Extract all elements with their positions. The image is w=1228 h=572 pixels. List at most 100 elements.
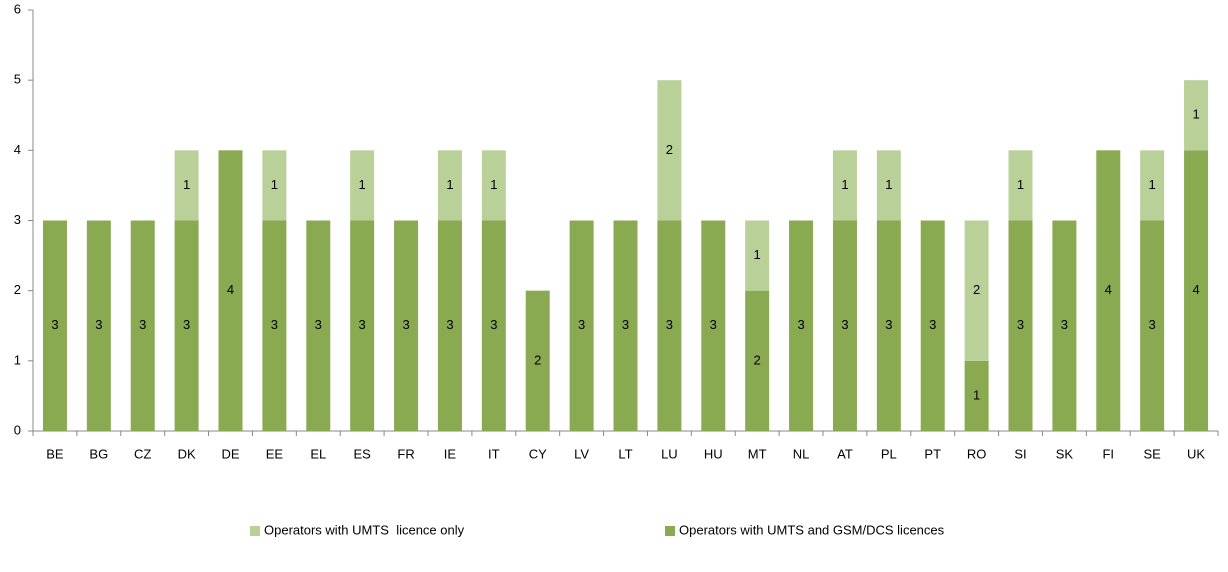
x-tick-label: ES <box>353 446 371 461</box>
y-tick-label: 5 <box>14 72 21 87</box>
bar-segment <box>876 150 901 221</box>
data-label: 3 <box>183 317 190 332</box>
x-tick-label: PT <box>924 446 941 461</box>
x-tick-label: DE <box>221 446 239 461</box>
x-tick-label: LV <box>574 446 589 461</box>
data-label: 1 <box>446 177 453 192</box>
x-tick-label: IT <box>488 446 500 461</box>
x-tick-label: UK <box>1187 446 1205 461</box>
bar-segment <box>964 220 989 361</box>
bar-segment <box>350 150 375 221</box>
data-label: 3 <box>622 317 629 332</box>
data-label: 1 <box>271 177 278 192</box>
data-label: 1 <box>1192 107 1199 122</box>
x-tick-label: EL <box>310 446 326 461</box>
bar-segment <box>1140 220 1165 431</box>
x-tick-label: CY <box>529 446 547 461</box>
data-label: 1 <box>490 177 497 192</box>
data-label: 4 <box>1105 282 1112 297</box>
data-label: 1 <box>1149 177 1156 192</box>
bar-segment <box>569 220 594 431</box>
bar-segment <box>1008 220 1033 431</box>
y-tick-label: 2 <box>14 282 21 297</box>
bar-segment <box>657 80 682 221</box>
data-label: 1 <box>885 177 892 192</box>
bar-segment <box>394 220 419 431</box>
bar-segment <box>701 220 726 431</box>
x-tick-label: SI <box>1014 446 1026 461</box>
bar-segment <box>832 220 857 431</box>
bar-segment <box>832 150 857 221</box>
data-label: 3 <box>1017 317 1024 332</box>
data-label: 2 <box>666 142 673 157</box>
y-tick-label: 6 <box>14 1 21 16</box>
bar-segment <box>174 220 199 431</box>
bar-segment <box>1052 220 1077 431</box>
data-label: 1 <box>841 177 848 192</box>
data-label: 1 <box>359 177 366 192</box>
x-tick-label: IE <box>444 446 457 461</box>
data-label: 3 <box>797 317 804 332</box>
data-label: 3 <box>885 317 892 332</box>
data-label: 3 <box>1149 317 1156 332</box>
bar-segment <box>1096 150 1121 432</box>
data-label: 3 <box>578 317 585 332</box>
x-tick-label: AT <box>837 446 853 461</box>
data-label: 3 <box>446 317 453 332</box>
legend-swatch <box>250 526 260 536</box>
bar-segment <box>1184 150 1209 432</box>
x-tick-label: CZ <box>134 446 151 461</box>
data-label: 3 <box>929 317 936 332</box>
legend-label: Operators with UMTS and GSM/DCS licences <box>679 522 945 537</box>
bar-segment <box>86 220 111 431</box>
bar-segment <box>1140 150 1165 221</box>
data-label: 3 <box>1061 317 1068 332</box>
data-label: 3 <box>139 317 146 332</box>
data-label: 3 <box>490 317 497 332</box>
bar-segment <box>745 290 770 431</box>
bar-segment <box>42 220 67 431</box>
data-label: 3 <box>271 317 278 332</box>
y-tick-label: 4 <box>14 142 21 157</box>
y-tick-label: 0 <box>14 422 21 437</box>
bar-segment <box>481 150 506 221</box>
x-tick-label: HU <box>704 446 723 461</box>
data-label: 3 <box>95 317 102 332</box>
bar-segment <box>745 220 770 291</box>
y-tick-label: 3 <box>14 212 21 227</box>
bar-segment <box>174 150 199 221</box>
data-label: 2 <box>534 352 541 367</box>
data-label: 4 <box>1192 282 1199 297</box>
bar-segment <box>1184 80 1209 151</box>
data-label: 3 <box>359 317 366 332</box>
bar-segment <box>437 150 462 221</box>
x-tick-label: RO <box>967 446 987 461</box>
data-label: 1 <box>183 177 190 192</box>
data-label: 1 <box>1017 177 1024 192</box>
bar-segment <box>130 220 155 431</box>
bar-segment <box>789 220 814 431</box>
bar-segment <box>262 220 287 431</box>
bar-segment <box>262 150 287 221</box>
bar-segment <box>218 150 243 432</box>
data-label: 1 <box>754 247 761 262</box>
bar-segment <box>1008 150 1033 221</box>
bar-segment <box>876 220 901 431</box>
bar-segment <box>306 220 331 431</box>
x-tick-label: EE <box>266 446 284 461</box>
bar-segment <box>657 220 682 431</box>
bar-segment <box>613 220 638 431</box>
bar-segment <box>350 220 375 431</box>
x-tick-label: FR <box>397 446 414 461</box>
data-label: 3 <box>51 317 58 332</box>
bar-segment <box>920 220 945 431</box>
x-tick-label: DK <box>178 446 196 461</box>
x-tick-label: SE <box>1143 446 1161 461</box>
bar-segment <box>437 220 462 431</box>
y-tick-label: 1 <box>14 352 21 367</box>
x-tick-label: PL <box>881 446 897 461</box>
x-tick-label: BE <box>46 446 64 461</box>
data-label: 3 <box>666 317 673 332</box>
data-label: 2 <box>973 282 980 297</box>
